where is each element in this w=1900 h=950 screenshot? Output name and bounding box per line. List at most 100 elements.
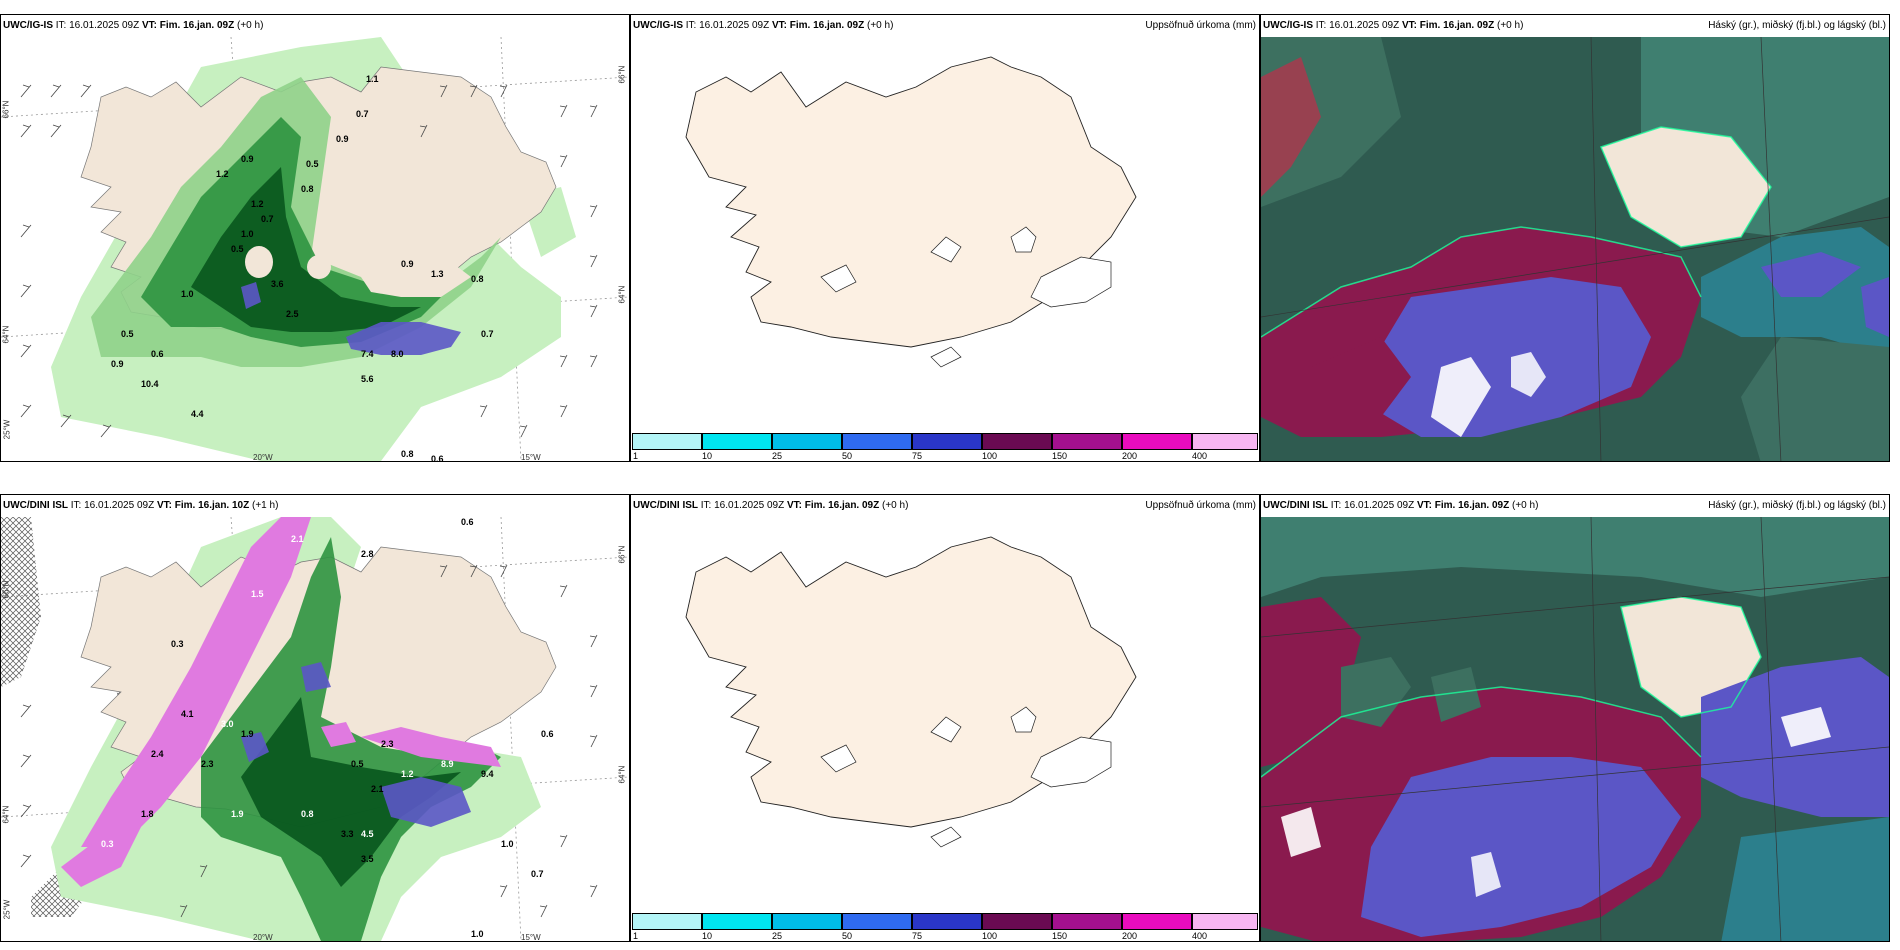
precip-value-label: 2.8 <box>361 549 374 559</box>
precip-value-label: 1.5 <box>251 589 264 599</box>
it-value: 16.01.2025 09Z <box>699 20 770 31</box>
precip-value-label: 1.0 <box>181 289 194 299</box>
map-panel-dini-clouds: UWC/DINI ISL IT: 16.01.2025 09Z VT: Fim.… <box>1260 494 1890 942</box>
colorbar-segment-6 <box>1052 913 1122 930</box>
colorbar-tick-10: 10 <box>702 451 713 461</box>
colorbar-segment-5 <box>982 913 1052 930</box>
lead-time: (+0 h) <box>1497 20 1524 31</box>
lon-label-15w: 15°W <box>521 453 541 462</box>
model-name: UWC/DINI ISL <box>3 500 68 511</box>
lead-time: (+0 h) <box>867 20 894 31</box>
precip-value-label: 0.8 <box>471 274 484 284</box>
precip-value-label: 8.0 <box>391 349 404 359</box>
precip-value-label: 0.5 <box>231 244 244 254</box>
colorbar-tick-150: 150 <box>1052 931 1068 941</box>
map-panel-igis-clouds: UWC/IG-IS IT: 16.01.2025 09Z VT: Fim. 16… <box>1260 14 1890 462</box>
precip-value-label: 2.5 <box>286 309 299 319</box>
precip-value-label: 0.9 <box>241 154 254 164</box>
lead-time: (+1 h) <box>252 500 279 511</box>
colorbar-segment-3 <box>842 913 912 930</box>
colorbar-segment-1 <box>702 913 772 930</box>
map-canvas: 2.1 2.8 0.6 1.5 0.3 4.1 3.0 2.4 1.8 0.3 2.3 1.9 8.9 9… <box>1 517 629 941</box>
it-value: 16.01.2025 09Z <box>714 500 785 511</box>
it-label: IT: <box>1315 20 1327 31</box>
colorbar-tick-150: 150 <box>1052 451 1068 461</box>
field-title: Uppsöfnuð úrkoma (mm) <box>1145 20 1256 31</box>
precip-value-label: 0.8 <box>401 449 414 459</box>
it-label: IT: <box>1330 500 1342 511</box>
colorbar-tick-100: 100 <box>982 931 998 941</box>
model-name: UWC/IG-IS <box>633 20 683 31</box>
vt-value: Fim. 16.jan. 09Z <box>789 20 865 31</box>
colorbar-segment-8 <box>1192 913 1258 930</box>
precip-value-label: 0.6 <box>431 454 444 461</box>
accum-precip-map <box>631 517 1259 941</box>
map-panel-igis-accum-precip: UWC/IG-IS IT: 16.01.2025 09Z VT: Fim. 16… <box>630 14 1260 462</box>
lon-label-20w: 20°W <box>253 453 273 462</box>
precip-value-label: 2.3 <box>201 759 214 769</box>
precip-value-label: 1.0 <box>241 229 254 239</box>
panel-header: UWC/IG-IS IT: 16.01.2025 09Z VT: Fim. 16… <box>1261 15 1889 37</box>
precip-value-label: 0.5 <box>306 159 319 169</box>
precip-value-label: 1.0 <box>471 929 484 939</box>
precip-value-label: 2.1 <box>371 784 384 794</box>
it-value: 16.01.2025 09Z <box>1329 20 1400 31</box>
precip-value-label: 0.7 <box>356 109 369 119</box>
lat-label-64-right: 64°N <box>617 765 627 784</box>
colorbar-tick-400: 400 <box>1192 931 1208 941</box>
precip-value-label: 0.7 <box>481 329 494 339</box>
field-title: Háský (gr.), miðský (fj.bl.) og lágský (… <box>1708 20 1886 31</box>
field-title: Háský (gr.), miðský (fj.bl.) og lágský (… <box>1708 500 1886 511</box>
vt-label: VT: <box>786 500 802 511</box>
precip-value-label: 4.4 <box>191 409 204 419</box>
precip-value-label: 8.9 <box>441 759 454 769</box>
panel-header: UWC/DINI ISL IT: 16.01.2025 09Z VT: Fim.… <box>1261 495 1889 517</box>
map-canvas <box>1261 517 1889 941</box>
precip-value-label: 1.0 <box>501 839 514 849</box>
panel-header: UWC/IG-IS IT: 16.01.2025 09Z VT: Fim. 16… <box>631 15 1259 37</box>
lat-label-66-right: 66°N <box>617 65 627 84</box>
cloud-cover-map <box>1261 517 1889 941</box>
panel-header: UWC/IG-IS IT: 16.01.2025 09Z VT: Fim. 16… <box>1 15 629 37</box>
colorbar-tick-10: 10 <box>702 931 713 941</box>
map-canvas: 1.1 0.7 0.9 0.5 0.8 1.2 0.7 1.0 0.5 1.2 0.9 3.6 2.5 7… <box>1 37 629 461</box>
precip-value-label: 0.7 <box>531 869 544 879</box>
precip-value-label: 1.1 <box>366 74 379 84</box>
colorbar-tick-1: 1 <box>633 931 639 941</box>
precip-value-label: 3.6 <box>271 279 284 289</box>
colorbar-tick-400: 400 <box>1192 451 1208 461</box>
colorbar-segment-2 <box>772 913 842 930</box>
lat-label-66-right: 66°N <box>617 545 627 564</box>
model-name: UWC/DINI ISL <box>633 500 698 511</box>
lead-time: (+0 h) <box>237 20 264 31</box>
it-value: 16.01.2025 09Z <box>69 20 140 31</box>
cloud-cover-map <box>1261 37 1889 461</box>
colorbar-segment-7 <box>1122 433 1192 450</box>
precip-value-label: 1.2 <box>401 769 414 779</box>
precip-value-label: 0.7 <box>261 214 274 224</box>
lead-time: (+0 h) <box>1512 500 1539 511</box>
lat-label-66: 66°N <box>1 100 11 119</box>
precip-value-label: 0.9 <box>111 359 124 369</box>
colorbar-tick-200: 200 <box>1122 451 1138 461</box>
vt-label: VT: <box>141 20 157 31</box>
colorbar-segment-0 <box>632 433 702 450</box>
colorbar-segment-6 <box>1052 433 1122 450</box>
colorbar-segment-4 <box>912 433 982 450</box>
precip-value-label: 1.9 <box>231 809 244 819</box>
colorbar-segment-5 <box>982 433 1052 450</box>
precip-value-label: 0.9 <box>401 259 414 269</box>
precip-value-label: 1.6 <box>411 929 424 939</box>
lead-time: (+0 h) <box>882 500 909 511</box>
precip-value-label: 3.5 <box>361 854 374 864</box>
colorbar-tick-75: 75 <box>912 931 923 941</box>
colorbar-tick-1: 1 <box>633 451 639 461</box>
precip-value-label: 0.8 <box>301 809 314 819</box>
precip-value-label: 0.6 <box>541 729 554 739</box>
model-name: UWC/IG-IS <box>3 20 53 31</box>
colorbar-segment-2 <box>772 433 842 450</box>
colorbar-tick-200: 200 <box>1122 931 1138 941</box>
precip-value-label: 4.1 <box>181 709 194 719</box>
accum-precip-map <box>631 37 1259 461</box>
precip-value-label: 0.3 <box>101 839 114 849</box>
